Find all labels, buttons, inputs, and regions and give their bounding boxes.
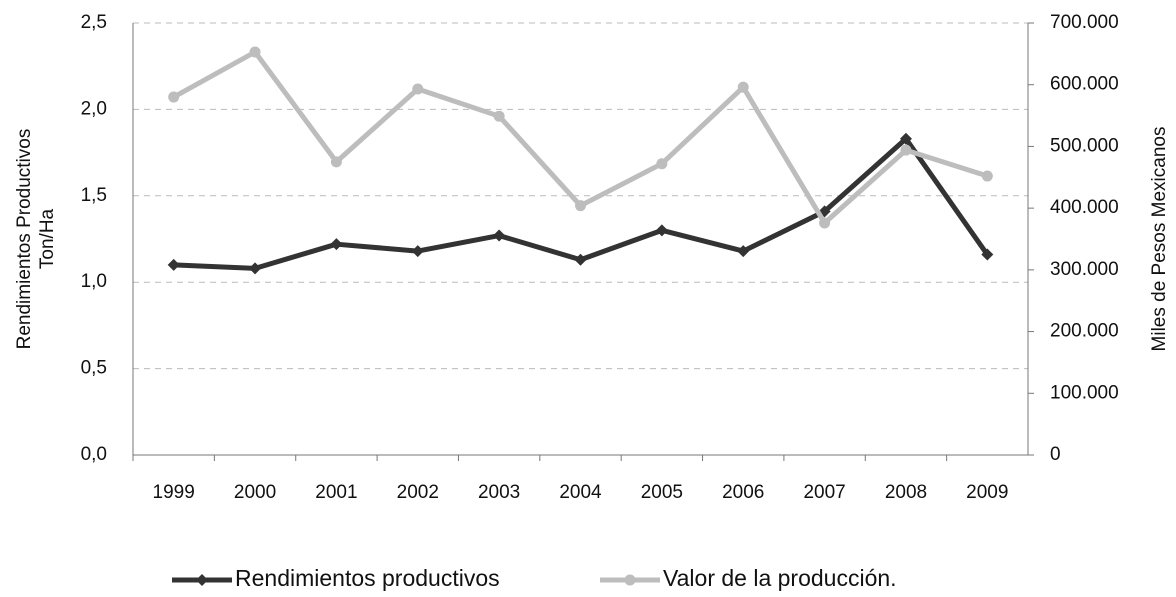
data-point bbox=[819, 217, 831, 229]
y-tick-label: 0,0 bbox=[81, 444, 107, 465]
y-tick-label: 1,5 bbox=[81, 185, 107, 206]
y2-axis-title: Miles de Pesos Mexicanos bbox=[1149, 127, 1170, 352]
y-tick-label: 2,5 bbox=[81, 12, 107, 33]
y-axis-title: Ton/Ha bbox=[37, 208, 58, 269]
y-tick-label: 0,5 bbox=[81, 358, 107, 379]
legend-label: Rendimientos productivos bbox=[235, 565, 500, 591]
data-point bbox=[655, 224, 668, 237]
data-point bbox=[411, 245, 424, 258]
y-tick-label: 1,0 bbox=[81, 271, 107, 292]
data-point bbox=[900, 144, 912, 156]
y-tick-label: 2,0 bbox=[81, 98, 107, 119]
legend-marker bbox=[196, 574, 208, 586]
data-point bbox=[168, 91, 180, 103]
data-point bbox=[574, 253, 587, 266]
x-tick-label: 2008 bbox=[885, 482, 927, 503]
x-tick-label: 2002 bbox=[397, 482, 439, 503]
y2-tick-label: 400.000 bbox=[1050, 197, 1119, 218]
data-point bbox=[412, 83, 424, 95]
data-point bbox=[249, 46, 261, 58]
data-point bbox=[737, 81, 749, 93]
data-point bbox=[575, 200, 586, 212]
data-point bbox=[656, 158, 668, 170]
data-point bbox=[330, 238, 343, 251]
x-tick-label: 2000 bbox=[234, 482, 276, 503]
y-axis-title: Rendimientos Productivos bbox=[14, 129, 35, 350]
y2-tick-label: 500.000 bbox=[1050, 135, 1119, 156]
y2-tick-label: 0 bbox=[1050, 444, 1061, 465]
x-tick-label: 2004 bbox=[559, 482, 602, 503]
x-tick-label: 2007 bbox=[803, 482, 845, 503]
data-point bbox=[981, 248, 994, 261]
series-line bbox=[172, 49, 989, 226]
y2-tick-label: 700.000 bbox=[1050, 12, 1119, 33]
x-tick-label: 1999 bbox=[153, 482, 195, 503]
x-tick-label: 2006 bbox=[722, 482, 764, 503]
data-point bbox=[249, 262, 262, 275]
y2-tick-label: 200.000 bbox=[1050, 321, 1119, 342]
x-tick-label: 2009 bbox=[966, 482, 1008, 503]
data-point bbox=[493, 110, 505, 122]
data-point bbox=[899, 132, 912, 145]
x-tick-label: 2003 bbox=[478, 482, 520, 503]
x-tick-label: 2005 bbox=[641, 482, 683, 503]
data-point bbox=[981, 170, 993, 182]
data-point bbox=[737, 245, 750, 258]
legend-label: Valor de la producción. bbox=[663, 565, 897, 591]
x-tick-label: 2001 bbox=[315, 482, 357, 503]
data-point bbox=[330, 156, 342, 168]
data-point bbox=[493, 229, 506, 242]
legend-marker bbox=[624, 574, 636, 586]
y2-tick-label: 300.000 bbox=[1050, 259, 1119, 280]
y2-tick-label: 100.000 bbox=[1050, 382, 1119, 403]
data-point bbox=[167, 258, 180, 271]
y2-tick-label: 600.000 bbox=[1050, 74, 1119, 95]
